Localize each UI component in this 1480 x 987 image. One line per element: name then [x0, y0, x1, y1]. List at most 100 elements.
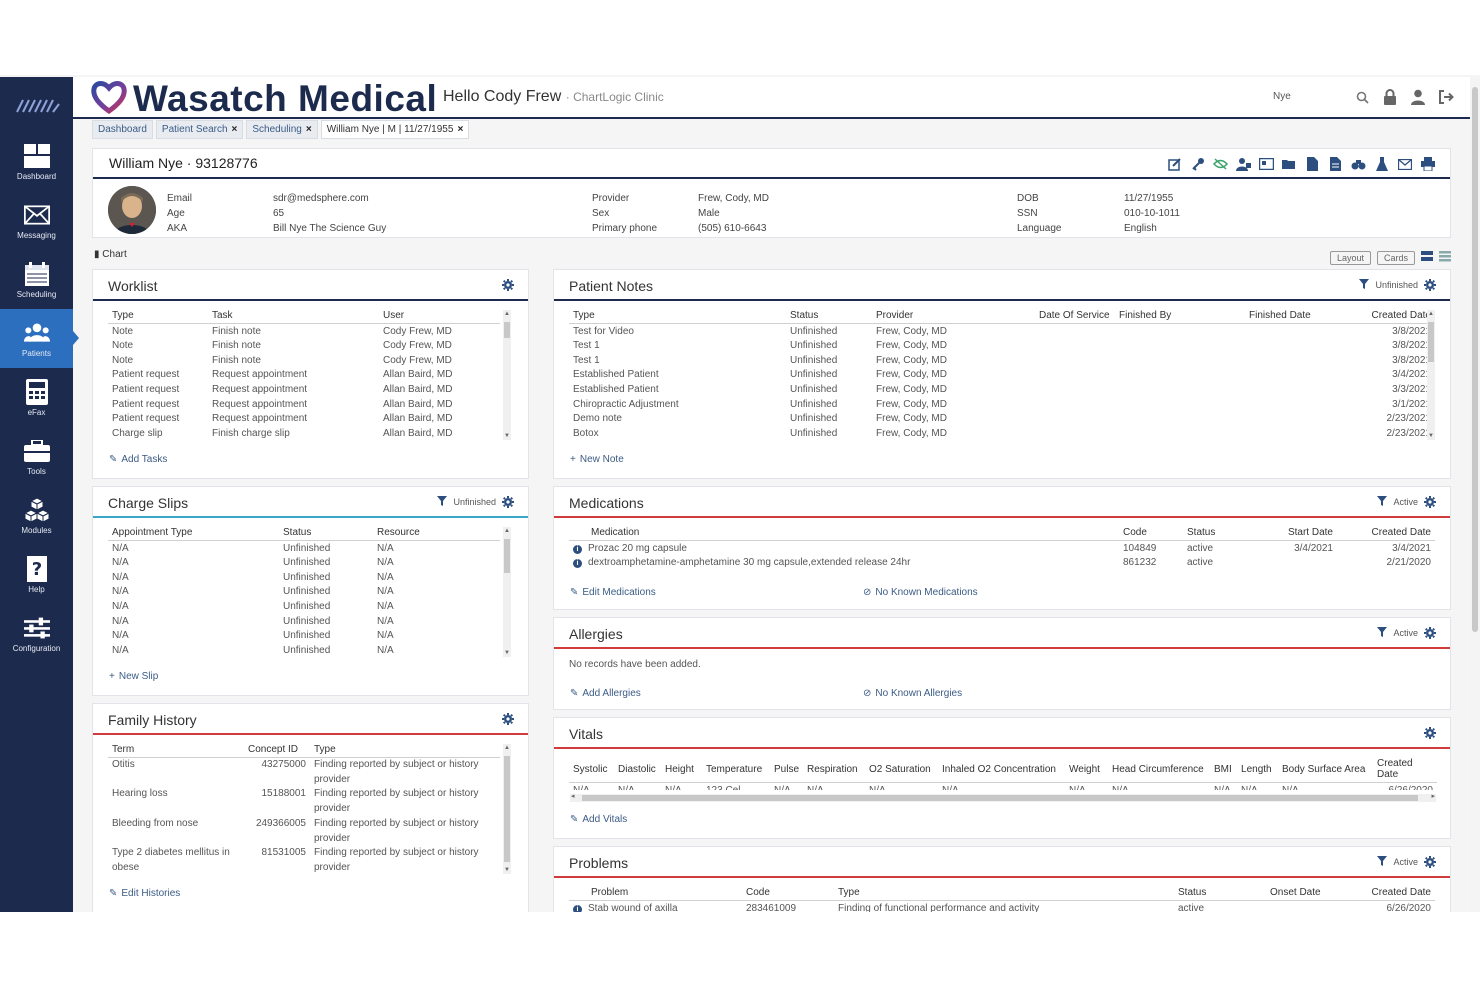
column-header[interactable]: BMI	[1210, 756, 1238, 783]
sidebar-item-messaging[interactable]: Messaging	[0, 191, 73, 250]
table-row[interactable]: Note Finish note Cody Frew, MD	[108, 338, 500, 353]
chart-button[interactable]: ▮ Chart	[94, 249, 127, 260]
edit-medications-button[interactable]: ✎ Edit Medications	[570, 587, 656, 598]
table-row[interactable]: i dextroamphetamine-amphetamine 30 mg cap…	[569, 555, 1435, 570]
column-header[interactable]: Status	[279, 525, 373, 541]
table-row[interactable]: Test 1 Unfinished Frew, Cody, MD 3/8/2021	[569, 338, 1435, 353]
vitals-horizontal-scrollbar[interactable]: ◂ ▸	[570, 793, 1436, 802]
new-note-button[interactable]: + New Note	[570, 454, 624, 465]
settings-gear-icon[interactable]	[1424, 496, 1436, 508]
column-header[interactable]: Created Date	[1340, 308, 1435, 324]
column-header[interactable]: Provider	[872, 308, 1035, 324]
table-row[interactable]: Patient request Request appointment Allan …	[108, 397, 500, 412]
document-icon[interactable]	[1327, 156, 1344, 172]
column-header[interactable]: Start Date	[1257, 525, 1337, 541]
table-row[interactable]: Bleeding from nose 249366005 Finding repor…	[108, 817, 500, 846]
column-header[interactable]: Head Circumference	[1108, 756, 1211, 783]
filter-icon[interactable]	[1377, 496, 1388, 508]
tab-patient-chart[interactable]: William Nye | M | 11/27/1955 ×	[320, 120, 470, 139]
column-header[interactable]: Type	[310, 742, 500, 758]
filter-icon[interactable]	[1377, 627, 1388, 639]
column-header[interactable]: Code	[1119, 525, 1183, 541]
table-row[interactable]: N/A Unfinished N/A	[108, 643, 500, 658]
edit-histories-button[interactable]: ✎ Edit Histories	[109, 888, 180, 899]
charge-slips-filter[interactable]: Unfinished	[453, 497, 496, 507]
table-row[interactable]: Otitis 43275000 Finding reported by subjec…	[108, 758, 500, 788]
column-header[interactable]: Status	[1183, 525, 1257, 541]
column-header[interactable]: Weight	[1065, 756, 1109, 783]
no-known-allergies-button[interactable]: ⊘ No Known Allergies	[863, 688, 962, 699]
column-header[interactable]: Status	[1174, 885, 1266, 901]
edit-icon[interactable]	[1166, 156, 1183, 172]
column-header[interactable]: Finished By	[1115, 308, 1245, 324]
column-header[interactable]: Type	[834, 885, 1174, 901]
sidebar-item-help[interactable]: ? Help	[0, 545, 73, 604]
patient-notes-scrollbar[interactable]: ▲ ▼	[1427, 310, 1435, 440]
tab-scheduling[interactable]: Scheduling ×	[246, 120, 318, 139]
column-header[interactable]: Height	[661, 756, 702, 783]
table-row[interactable]: Chiropractic Adjustment Unfinished Frew, C…	[569, 397, 1435, 412]
patient-notes-filter[interactable]: Unfinished	[1375, 280, 1418, 290]
column-header[interactable]: Systolic	[569, 756, 614, 783]
page-scrollbar[interactable]	[1470, 77, 1480, 912]
settings-gear-icon[interactable]	[1424, 856, 1436, 868]
column-header[interactable]: Resource	[373, 525, 500, 541]
lock-icon[interactable]	[1381, 88, 1399, 106]
hide-eye-icon[interactable]	[1212, 156, 1229, 172]
list-view-icon[interactable]	[1421, 249, 1433, 267]
file-icon[interactable]	[1304, 156, 1321, 172]
table-row[interactable]: N/AN/AN/A123 CelN/AN/AN/AN/AN/AN/AN/AN/A…	[569, 783, 1437, 790]
table-row[interactable]: Patient request Request appointment Allan …	[108, 368, 500, 383]
patient-search-input[interactable]: Nye	[1273, 91, 1291, 102]
folder-open-icon[interactable]	[1281, 156, 1298, 172]
column-header[interactable]: Inhaled O2 Concentration	[938, 756, 1066, 783]
settings-gear-icon[interactable]	[502, 496, 514, 508]
table-row[interactable]: N/A Unfinished N/A	[108, 599, 500, 614]
column-header[interactable]: Appointment Type	[108, 525, 279, 541]
column-header[interactable]: Date Of Service	[1035, 308, 1115, 324]
filter-icon[interactable]	[437, 496, 448, 508]
settings-gear-icon[interactable]	[1424, 279, 1436, 291]
table-row[interactable]: i Prozac 20 mg capsule 104849 active 3/4/202…	[569, 541, 1435, 556]
medications-filter[interactable]: Active	[1393, 497, 1418, 507]
family-history-scrollbar[interactable]: ▲ ▼	[503, 744, 511, 874]
flask-icon[interactable]	[1373, 156, 1390, 172]
sidebar-item-tools[interactable]: Tools	[0, 427, 73, 486]
table-row[interactable]: Test for Video Unfinished Frew, Cody, MD 3/…	[569, 324, 1435, 339]
column-header[interactable]: O2 Saturation	[865, 756, 939, 783]
sidebar-item-scheduling[interactable]: Scheduling	[0, 250, 73, 309]
column-header[interactable]: Respiration	[803, 756, 866, 783]
column-header[interactable]: Onset Date	[1266, 885, 1344, 901]
key-icon[interactable]	[1189, 156, 1206, 172]
logout-icon[interactable]	[1437, 88, 1455, 106]
column-header[interactable]: Task	[208, 308, 379, 324]
filter-icon[interactable]	[1377, 856, 1388, 868]
problems-filter[interactable]: Active	[1393, 857, 1418, 867]
column-header[interactable]: Temperature	[702, 756, 770, 783]
sidebar-item-efax[interactable]: eFax	[0, 368, 73, 427]
column-header[interactable]: Code	[742, 885, 834, 901]
table-row[interactable]: Patient request Request appointment Allan …	[108, 382, 500, 397]
settings-gear-icon[interactable]	[502, 279, 514, 291]
column-header[interactable]: Status	[786, 308, 872, 324]
table-row[interactable]: Note Finish note Cody Frew, MD	[108, 353, 500, 368]
sidebar-item-dashboard[interactable]: Dashboard	[0, 132, 73, 191]
user-profile-icon[interactable]	[1409, 88, 1427, 106]
table-row[interactable]: Charge slip Finish charge slip Allan Baird…	[108, 426, 500, 441]
allergies-filter[interactable]: Active	[1393, 628, 1418, 638]
brand[interactable]: Wasatch Medical	[91, 79, 437, 119]
column-header[interactable]: Pulse	[770, 756, 804, 783]
column-header[interactable]: Created Date	[1337, 525, 1435, 541]
worklist-scrollbar[interactable]: ▲ ▼	[503, 310, 511, 440]
tab-patient-search[interactable]: Patient Search ×	[155, 120, 244, 139]
app-logo-icon[interactable]	[0, 77, 73, 132]
column-header[interactable]: Finished Date	[1245, 308, 1340, 324]
close-tab-icon[interactable]: ×	[231, 124, 238, 135]
filter-icon[interactable]	[1359, 279, 1370, 291]
column-header[interactable]: Concept ID	[244, 742, 310, 758]
add-tasks-button[interactable]: ✎ Add Tasks	[109, 454, 167, 465]
table-row[interactable]: Established Patient Unfinished Frew, Cody,…	[569, 382, 1435, 397]
column-header[interactable]: Created Date	[1344, 885, 1435, 901]
tab-dashboard[interactable]: Dashboard	[92, 120, 153, 139]
column-header[interactable]: Medication	[569, 525, 1119, 541]
